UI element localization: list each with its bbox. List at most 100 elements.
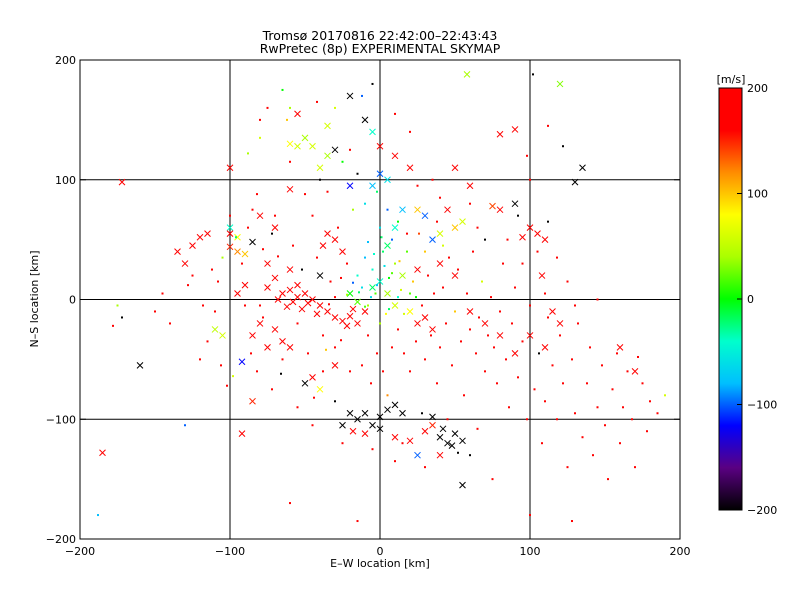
data-point-dot	[451, 364, 453, 367]
data-point-dot	[439, 346, 441, 349]
data-point-dot	[637, 355, 639, 358]
data-point-dot	[281, 358, 284, 361]
data-point-cross	[324, 152, 331, 160]
data-point-dot	[292, 244, 294, 247]
y-tick-label: −100	[46, 413, 76, 426]
data-point-dot	[379, 226, 381, 229]
data-point-dot	[409, 292, 411, 295]
data-point-dot	[259, 118, 261, 121]
data-point-cross	[369, 128, 376, 136]
data-point-dot	[337, 226, 339, 229]
data-point-cross	[339, 248, 346, 255]
data-point-dot	[352, 281, 354, 284]
data-point-cross	[511, 350, 519, 357]
data-point-dot	[367, 241, 369, 244]
data-point-dot	[457, 451, 459, 454]
data-point-dot	[442, 244, 444, 247]
data-point-dot	[596, 298, 599, 301]
data-point-dot	[547, 316, 549, 319]
data-point-dot	[280, 372, 282, 375]
data-point-dot	[586, 382, 588, 385]
data-point-dot	[250, 352, 252, 355]
data-point-dot	[266, 106, 269, 109]
data-point-dot	[346, 293, 348, 296]
data-point-dot	[511, 322, 513, 325]
data-point-cross	[391, 152, 399, 160]
data-point-dot	[386, 208, 389, 211]
data-point-cross	[309, 142, 316, 150]
x-axis-label: E–W location [km]	[330, 557, 430, 570]
data-point-dot	[436, 220, 438, 223]
data-point-dot	[316, 256, 318, 259]
data-point-cross	[181, 260, 189, 267]
data-point-dot	[202, 304, 204, 307]
data-point-dot	[397, 328, 399, 331]
data-point-dot	[281, 88, 284, 91]
data-point-dot	[394, 460, 396, 463]
data-point-cross	[346, 312, 354, 320]
data-point-dot	[398, 260, 401, 263]
data-point-cross	[271, 274, 279, 282]
data-point-dot	[533, 388, 536, 391]
data-point-dot	[206, 340, 209, 343]
data-point-cross	[301, 379, 309, 387]
data-point-dot	[376, 352, 378, 355]
data-point-dot	[476, 427, 479, 430]
data-point-dot	[547, 124, 549, 127]
data-point-dot	[484, 238, 486, 241]
data-point-dot	[631, 418, 633, 421]
data-point-cross	[511, 126, 519, 133]
data-point-dot	[415, 296, 417, 299]
data-point-cross	[414, 451, 421, 459]
data-point-cross	[384, 242, 391, 249]
data-point-cross	[571, 178, 579, 186]
data-point-dot	[286, 118, 288, 121]
data-point-cross	[294, 142, 301, 150]
data-point-cross	[436, 260, 444, 267]
data-point-dot	[649, 400, 651, 403]
data-point-dot	[562, 382, 564, 385]
data-point-cross	[331, 146, 339, 154]
x-tick-label: −100	[215, 545, 245, 558]
data-point-cross	[391, 401, 399, 409]
data-point-cross	[399, 206, 406, 214]
data-point-cross	[511, 200, 519, 208]
data-point-cross	[451, 224, 459, 232]
data-point-cross	[439, 425, 447, 433]
data-point-dot	[529, 178, 531, 181]
data-point-cross	[274, 296, 282, 303]
data-point-dot	[259, 304, 261, 307]
data-point-dot	[544, 292, 546, 295]
data-point-cross	[264, 344, 271, 351]
colorbar-tick-label: −200	[747, 504, 777, 517]
data-point-cross	[391, 302, 399, 309]
data-point-cross	[189, 242, 196, 249]
data-point-dot	[664, 394, 666, 397]
data-point-dot	[247, 226, 249, 229]
data-point-dot	[446, 418, 449, 421]
data-point-dot	[334, 106, 336, 109]
data-point-cross	[414, 206, 421, 214]
data-point-dot	[415, 340, 417, 343]
data-point-cross	[534, 230, 541, 237]
data-point-dot	[154, 310, 156, 313]
data-point-cross	[234, 248, 241, 255]
data-point-cross	[414, 266, 421, 273]
data-point-dot	[574, 304, 576, 307]
data-point-dot	[607, 478, 609, 481]
data-point-dot	[346, 262, 348, 265]
data-point-dot	[244, 304, 246, 307]
data-point-cross	[249, 397, 256, 405]
data-point-dot	[529, 304, 531, 307]
data-point-dot	[401, 442, 404, 445]
data-point-cross	[376, 425, 384, 433]
data-point-dot	[371, 82, 374, 85]
data-point-dot	[262, 316, 264, 319]
data-point-dot	[386, 394, 389, 397]
data-point-dot	[382, 250, 384, 253]
data-point-dot	[445, 322, 447, 325]
data-point-dot	[646, 430, 648, 433]
data-point-cross	[226, 164, 234, 172]
data-point-cross	[286, 344, 294, 351]
data-point-dot	[634, 466, 636, 469]
